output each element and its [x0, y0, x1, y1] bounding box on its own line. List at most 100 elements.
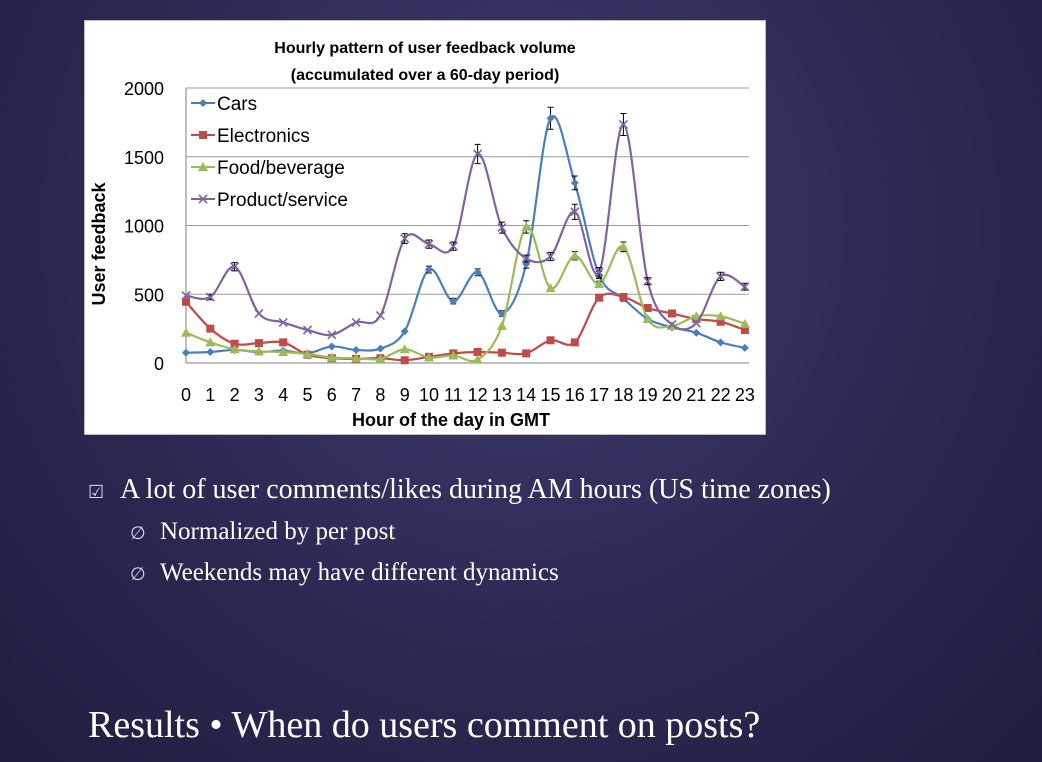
data-point — [473, 149, 483, 159]
x-tick-label: 9 — [400, 385, 410, 405]
data-point — [497, 222, 507, 233]
data-point — [302, 325, 313, 335]
x-tick-label: 1 — [205, 385, 215, 405]
data-point — [522, 349, 531, 358]
sub-bullet-text: Normalized by per post — [160, 518, 396, 545]
data-point — [182, 297, 190, 306]
data-point — [302, 349, 313, 359]
chart-subtitle: (accumulated over a 60-day period) — [291, 67, 560, 84]
legend-label: Product/service — [217, 190, 348, 211]
data-point — [230, 339, 239, 348]
data-point — [205, 337, 216, 347]
y-tick-label: 2000 — [124, 79, 164, 99]
legend-label: Electronics — [217, 126, 310, 147]
data-point — [400, 356, 409, 365]
data-point — [181, 327, 191, 337]
x-tick-label: 3 — [254, 385, 264, 405]
data-point — [570, 338, 579, 347]
legend-label: Cars — [217, 94, 257, 115]
data-point — [594, 278, 605, 288]
sub-bullet-item: ∅ Normalized by per post — [130, 512, 831, 553]
data-point — [691, 318, 701, 328]
series-line — [185, 114, 746, 355]
data-point — [199, 99, 207, 107]
data-point — [545, 251, 556, 262]
data-point — [205, 292, 215, 302]
legend-label: Food/beverage — [217, 158, 345, 179]
x-tick-label: 8 — [375, 385, 385, 405]
chart-title: Hourly pattern of user feedback volume — [274, 40, 576, 57]
data-point — [425, 265, 433, 274]
x-tick-label: 21 — [686, 385, 706, 405]
data-point — [570, 207, 580, 217]
sub-bullet-icon: ∅ — [130, 523, 146, 543]
data-point — [739, 318, 750, 328]
x-tick-label: 15 — [540, 385, 560, 405]
data-point — [595, 293, 604, 302]
x-tick-label: 10 — [419, 385, 439, 405]
data-point — [278, 347, 289, 356]
data-point — [230, 262, 240, 272]
data-point — [229, 344, 240, 354]
data-point — [716, 317, 725, 326]
y-axis-label: User feedback — [89, 181, 109, 305]
y-tick-label: 500 — [134, 285, 164, 305]
slide-title: Results • When do users comment on posts… — [88, 704, 761, 746]
data-point — [716, 271, 726, 281]
data-point — [692, 328, 701, 337]
x-axis-label: Hour of the day in GMT — [352, 410, 550, 430]
data-point — [546, 114, 555, 123]
data-point — [199, 131, 207, 139]
x-tick-label: 17 — [589, 385, 609, 405]
data-point — [254, 339, 263, 348]
series-electronics — [182, 292, 749, 365]
sub-bullet-text: Weekends may have different dynamics — [160, 559, 559, 586]
data-point — [667, 319, 677, 330]
bullet-item: ☑ A lot of user comments/likes during AM… — [88, 470, 831, 512]
data-point — [279, 338, 288, 347]
data-point — [473, 348, 482, 356]
x-tick-label: 6 — [327, 385, 337, 405]
data-point — [376, 344, 385, 353]
data-point — [668, 309, 676, 318]
data-point — [253, 346, 264, 356]
data-point — [351, 317, 361, 328]
sub-bullet-icon: ∅ — [130, 564, 146, 584]
y-tick-label: 1500 — [124, 148, 164, 168]
x-tick-label: 4 — [278, 385, 288, 405]
bullet-list: ☑ A lot of user comments/likes during AM… — [88, 470, 831, 594]
gridlines — [186, 87, 749, 295]
data-point — [400, 327, 409, 336]
x-tick-label: 7 — [351, 385, 361, 405]
data-point — [594, 267, 604, 277]
data-point — [327, 330, 337, 340]
data-point — [740, 282, 750, 292]
data-point — [424, 352, 434, 362]
x-tick-label: 2 — [230, 385, 240, 405]
data-point — [206, 324, 215, 333]
data-point — [642, 314, 653, 323]
data-point — [352, 345, 361, 354]
data-point — [351, 353, 362, 363]
bullet-text: A lot of user comments/likes during AM h… — [120, 474, 831, 505]
data-point — [569, 250, 580, 260]
data-point — [254, 308, 264, 319]
data-point — [618, 241, 629, 251]
data-point — [716, 338, 725, 347]
data-point — [375, 353, 386, 363]
data-point — [448, 241, 458, 251]
x-tick-label: 5 — [302, 385, 312, 405]
data-point — [546, 336, 555, 345]
data-point — [570, 178, 579, 187]
chart-panel: Hourly pattern of user feedback volume (… — [84, 20, 766, 435]
data-point — [206, 348, 215, 356]
data-point — [521, 221, 532, 231]
x-tick-label: 23 — [735, 385, 755, 405]
bullet-icon: ☑ — [88, 482, 105, 502]
data-point — [521, 253, 531, 264]
x-tick-label: 20 — [662, 385, 682, 405]
y-tick-label: 1000 — [124, 217, 164, 237]
data-point — [182, 348, 190, 357]
x-tick-label: 13 — [492, 385, 512, 405]
